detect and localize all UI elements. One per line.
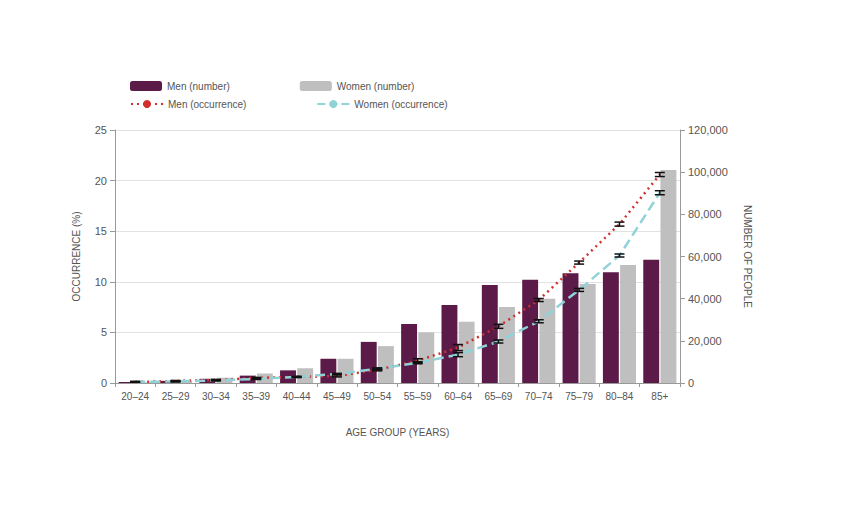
svg-text:Women (occurrence): Women (occurrence)	[354, 99, 447, 110]
svg-text:Men (occurrence): Men (occurrence)	[168, 99, 246, 110]
svg-text:25–29: 25–29	[162, 391, 190, 402]
svg-text:120,000: 120,000	[688, 124, 728, 136]
svg-text:10: 10	[95, 276, 107, 288]
svg-text:85+: 85+	[651, 391, 668, 402]
svg-text:5: 5	[101, 326, 107, 338]
svg-text:40,000: 40,000	[688, 293, 722, 305]
svg-text:15: 15	[95, 225, 107, 237]
svg-text:Men (number): Men (number)	[167, 81, 230, 92]
svg-text:AGE GROUP (YEARS): AGE GROUP (YEARS)	[346, 427, 450, 438]
svg-text:20–24: 20–24	[121, 391, 149, 402]
svg-text:35–39: 35–39	[242, 391, 270, 402]
svg-text:60–64: 60–64	[444, 391, 472, 402]
svg-text:55–59: 55–59	[404, 391, 432, 402]
svg-text:100,000: 100,000	[688, 166, 728, 178]
svg-text:0: 0	[101, 377, 107, 389]
svg-text:20: 20	[95, 175, 107, 187]
svg-text:70–74: 70–74	[525, 391, 553, 402]
svg-text:45–49: 45–49	[323, 391, 351, 402]
svg-text:25: 25	[95, 124, 107, 136]
svg-text:80–84: 80–84	[606, 391, 634, 402]
svg-text:0: 0	[688, 377, 694, 389]
svg-text:20,000: 20,000	[688, 335, 722, 347]
svg-text:40–44: 40–44	[283, 391, 311, 402]
svg-text:Women (number): Women (number)	[337, 81, 415, 92]
svg-text:60,000: 60,000	[688, 251, 722, 263]
svg-text:30–34: 30–34	[202, 391, 230, 402]
svg-text:75–79: 75–79	[565, 391, 593, 402]
svg-text:80,000: 80,000	[688, 208, 722, 220]
svg-text:OCCURRENCE (%): OCCURRENCE (%)	[71, 212, 82, 302]
svg-text:65–69: 65–69	[484, 391, 512, 402]
svg-text:NUMBER OF PEOPLE: NUMBER OF PEOPLE	[742, 205, 753, 308]
svg-text:50–54: 50–54	[363, 391, 391, 402]
